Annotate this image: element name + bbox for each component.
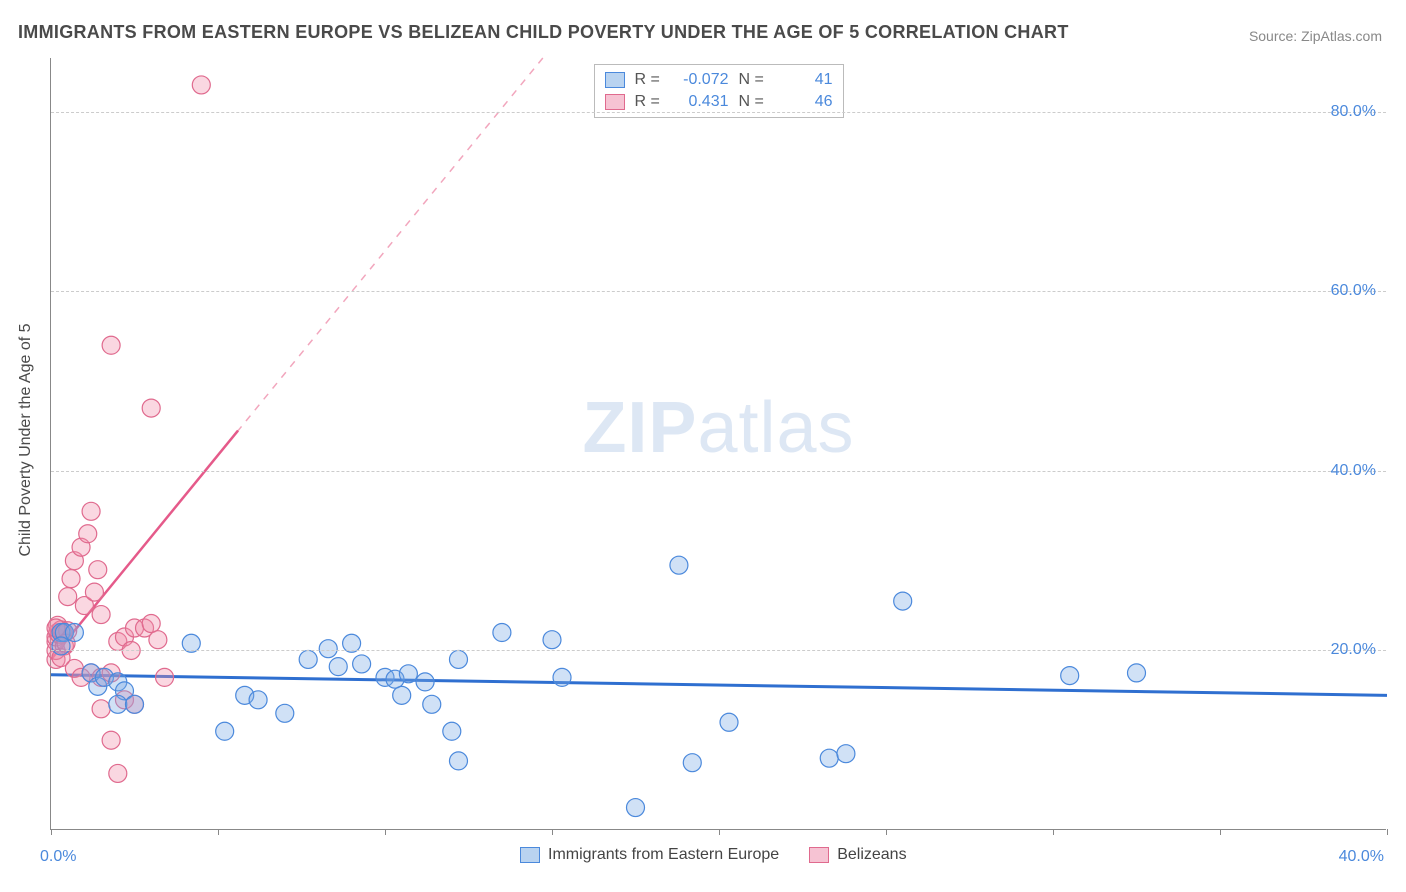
legend-label-pink: Belizeans xyxy=(837,846,906,864)
data-point-blue xyxy=(449,752,467,770)
data-point-pink xyxy=(82,502,100,520)
gridline xyxy=(51,291,1386,292)
gridline xyxy=(51,112,1386,113)
r-value-blue: -0.072 xyxy=(675,69,729,91)
data-point-blue xyxy=(543,631,561,649)
data-point-blue xyxy=(319,640,337,658)
data-point-pink xyxy=(149,631,167,649)
gridline xyxy=(51,471,1386,472)
data-point-pink xyxy=(142,399,160,417)
legend-row-blue: R = -0.072 N = 41 xyxy=(605,69,833,91)
x-tick xyxy=(51,829,52,835)
x-tick xyxy=(1387,829,1388,835)
chart-title: IMMIGRANTS FROM EASTERN EUROPE VS BELIZE… xyxy=(18,22,1069,43)
data-point-blue xyxy=(1061,667,1079,685)
n-label: N = xyxy=(739,69,769,91)
data-point-blue xyxy=(65,624,83,642)
data-point-pink xyxy=(59,588,77,606)
data-point-blue xyxy=(216,722,234,740)
data-point-blue xyxy=(627,799,645,817)
legend-item-pink: Belizeans xyxy=(809,846,906,864)
data-point-blue xyxy=(670,556,688,574)
legend-item-blue: Immigrants from Eastern Europe xyxy=(520,846,779,864)
data-point-blue xyxy=(423,695,441,713)
x-tick xyxy=(719,829,720,835)
r-value-pink: 0.431 xyxy=(675,91,729,113)
data-point-blue xyxy=(553,668,571,686)
data-point-blue xyxy=(393,686,411,704)
y-axis-label: Child Poverty Under the Age of 5 xyxy=(17,323,35,556)
x-tick xyxy=(1220,829,1221,835)
y-tick-label: 80.0% xyxy=(1331,103,1376,121)
n-value-pink: 46 xyxy=(779,91,833,113)
data-point-blue xyxy=(249,691,267,709)
data-point-pink xyxy=(102,731,120,749)
plot-svg xyxy=(51,58,1386,829)
data-point-blue xyxy=(837,745,855,763)
legend-row-pink: R = 0.431 N = 46 xyxy=(605,91,833,113)
data-point-blue xyxy=(416,673,434,691)
y-tick-label: 60.0% xyxy=(1331,282,1376,300)
x-tick-min: 0.0% xyxy=(40,848,76,866)
data-point-pink xyxy=(192,76,210,94)
data-point-blue xyxy=(449,650,467,668)
data-point-blue xyxy=(126,695,144,713)
n-label: N = xyxy=(739,91,769,113)
x-tick xyxy=(218,829,219,835)
r-label: R = xyxy=(635,69,665,91)
legend-label-blue: Immigrants from Eastern Europe xyxy=(548,846,779,864)
data-point-blue xyxy=(493,624,511,642)
data-point-pink xyxy=(89,561,107,579)
x-tick xyxy=(886,829,887,835)
data-point-blue xyxy=(894,592,912,610)
swatch-pink xyxy=(809,847,829,863)
data-point-blue xyxy=(820,749,838,767)
correlation-legend: R = -0.072 N = 41 R = 0.431 N = 46 xyxy=(594,64,844,118)
data-point-blue xyxy=(109,695,127,713)
swatch-blue xyxy=(520,847,540,863)
series-legend: Immigrants from Eastern Europe Belizeans xyxy=(520,846,907,864)
x-tick xyxy=(385,829,386,835)
scatter-plot: ZIPatlas R = -0.072 N = 41 R = 0.431 N =… xyxy=(50,58,1386,830)
data-point-blue xyxy=(443,722,461,740)
swatch-blue xyxy=(605,72,625,88)
x-tick xyxy=(552,829,553,835)
data-point-pink xyxy=(62,570,80,588)
r-label: R = xyxy=(635,91,665,113)
gridline xyxy=(51,650,1386,651)
source-attribution: Source: ZipAtlas.com xyxy=(1249,28,1382,44)
x-tick-max: 40.0% xyxy=(1339,848,1384,866)
data-point-pink xyxy=(109,764,127,782)
swatch-pink xyxy=(605,94,625,110)
data-point-blue xyxy=(1128,664,1146,682)
data-point-pink xyxy=(79,525,97,543)
data-point-blue xyxy=(399,665,417,683)
data-point-blue xyxy=(720,713,738,731)
data-point-blue xyxy=(329,658,347,676)
x-tick xyxy=(1053,829,1054,835)
data-point-blue xyxy=(353,655,371,673)
data-point-pink xyxy=(92,606,110,624)
data-point-pink xyxy=(102,336,120,354)
data-point-pink xyxy=(85,583,103,601)
data-point-blue xyxy=(276,704,294,722)
data-point-pink xyxy=(156,668,174,686)
data-point-blue xyxy=(683,754,701,772)
data-point-blue xyxy=(299,650,317,668)
y-tick-label: 20.0% xyxy=(1331,641,1376,659)
n-value-blue: 41 xyxy=(779,69,833,91)
y-tick-label: 40.0% xyxy=(1331,462,1376,480)
data-point-blue xyxy=(52,637,70,655)
data-point-pink xyxy=(92,700,110,718)
data-point-pink xyxy=(142,615,160,633)
